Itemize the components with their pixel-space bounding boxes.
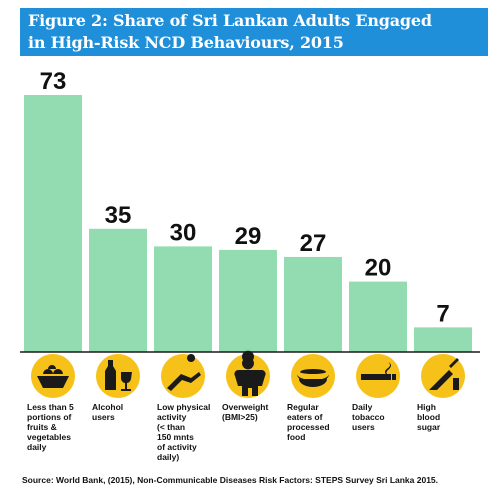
fruit-basket-icon xyxy=(37,365,69,388)
category-label-line: fruits & xyxy=(27,422,57,432)
value-label-0: 73 xyxy=(40,68,67,95)
value-label-5: 20 xyxy=(365,255,392,282)
value-label-6: 7 xyxy=(436,300,449,327)
bar-2 xyxy=(154,246,212,352)
category-label-line: eaters of xyxy=(287,412,323,422)
category-label-line: vegetables xyxy=(27,432,71,442)
exercise-icon xyxy=(167,354,201,391)
value-label-1: 35 xyxy=(105,202,132,229)
icon-bg-1 xyxy=(96,354,140,398)
overweight-person-icon xyxy=(234,350,266,396)
hotdog-icon xyxy=(297,369,329,387)
category-label-line: sugar xyxy=(417,422,441,432)
source-note: Source: World Bank, (2015), Non-Communic… xyxy=(22,475,439,485)
category-label-line: 150 mnts xyxy=(157,432,194,442)
bar-5 xyxy=(349,281,407,352)
category-label-line: users xyxy=(92,412,115,422)
value-label-2: 30 xyxy=(170,219,197,246)
category-label-line: Alcohol xyxy=(92,402,124,412)
category-label-line: Low physical xyxy=(157,402,211,412)
category-label-line: users xyxy=(352,422,375,432)
category-label-1: Alcohol users xyxy=(92,402,152,422)
category-label-line: High xyxy=(417,402,436,412)
category-label-line: (< than xyxy=(157,422,186,432)
category-label-line: Overweight xyxy=(222,402,269,412)
bar-chart: 73 35 30 29 27 20 7 xyxy=(20,68,480,398)
cigarette-icon xyxy=(361,362,396,380)
category-label-2: Low physical activity (< than 150 mnts of ac… xyxy=(157,402,217,462)
icon-bg-4 xyxy=(291,354,335,398)
category-label-line: Daily xyxy=(352,402,373,412)
category-label-line: daily) xyxy=(157,452,180,462)
value-label-3: 29 xyxy=(235,223,262,250)
category-label-line: food xyxy=(287,432,306,442)
category-label-line: Regular xyxy=(287,402,319,412)
category-label-line: processed xyxy=(287,422,330,432)
category-label-line: activity xyxy=(157,412,187,422)
category-label-line: (BMI>25) xyxy=(222,412,258,422)
category-label-5: Daily tobacco users xyxy=(352,402,412,432)
category-label-line: tobacco xyxy=(352,412,385,422)
bar-4 xyxy=(284,256,342,352)
category-label-4: Regular eaters of processed food xyxy=(287,402,347,442)
bar-6 xyxy=(414,327,472,352)
category-label-line: daily xyxy=(27,442,47,452)
category-label-line: blood xyxy=(417,412,441,422)
category-label-line: of activity xyxy=(157,442,197,452)
bar-0 xyxy=(24,95,82,352)
syringe-icon xyxy=(429,358,459,390)
value-label-4: 27 xyxy=(300,230,327,257)
chart-title: Figure 2: Share of Sri Lankan Adults Eng… xyxy=(20,8,488,56)
category-label-0: Less than 5 portions of fruits & vegetables… xyxy=(27,402,87,452)
alcohol-icon xyxy=(105,360,132,391)
category-label-3: Overweight (BMI>25) xyxy=(222,402,282,422)
bar-3 xyxy=(219,249,277,352)
chart-title-line-1: Figure 2: Share of Sri Lankan Adults Eng… xyxy=(28,11,432,30)
category-label-6: High blood sugar xyxy=(417,402,477,432)
chart-title-line-2: in High-Risk NCD Behaviours, 2015 xyxy=(28,33,344,52)
bar-1 xyxy=(89,228,147,352)
category-label-line: portions of xyxy=(27,412,72,422)
category-label-line: Less than 5 xyxy=(27,402,74,412)
